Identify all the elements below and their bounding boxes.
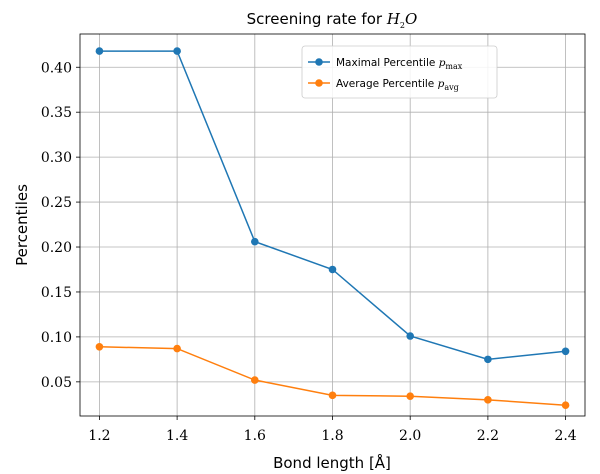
data-point-max (328, 265, 337, 274)
y-tick-label: 0.30 (41, 150, 72, 166)
data-point-avg (95, 342, 104, 351)
y-axis-label: Percentiles (13, 184, 31, 266)
data-point-max (173, 47, 181, 55)
x-tick-label: 1.6 (244, 428, 266, 444)
y-axis: 0.05 0.10 0.15 0.20 0.25 0.30 0.35 0.40 (41, 60, 80, 391)
data-point-max (95, 47, 104, 55)
legend-marker-avg (315, 79, 323, 87)
legend-label-max: Maximal Percentile pmax (336, 57, 463, 71)
data-point-avg (484, 396, 492, 404)
legend-marker-max (315, 58, 323, 66)
x-tick-label: 1.2 (88, 428, 110, 444)
y-tick-label: 0.15 (41, 285, 72, 301)
y-tick-label: 0.40 (41, 60, 72, 76)
y-tick-label: 0.35 (41, 105, 72, 121)
y-tick-label: 0.05 (41, 375, 72, 391)
y-tick-label: 0.10 (41, 330, 72, 346)
x-axis-label: Bond length [Å] (273, 453, 391, 472)
x-tick-label: 2.4 (554, 428, 576, 444)
data-point-max (406, 332, 414, 340)
x-axis: 1.2 1.4 1.6 1.8 2.0 2.2 2.4 (88, 416, 577, 444)
x-tick-label: 1.8 (321, 428, 343, 444)
data-point-max (561, 347, 570, 356)
data-point-max (484, 355, 492, 364)
y-tick-label: 0.25 (41, 195, 72, 211)
data-point-avg (406, 392, 414, 401)
x-tick-label: 1.4 (166, 428, 188, 444)
legend-label-avg: Average Percentile pavg (336, 78, 459, 92)
x-tick-label: 2.0 (399, 428, 421, 444)
series-group (95, 47, 570, 410)
y-tick-label: 0.20 (41, 240, 72, 256)
data-point-avg (328, 391, 337, 400)
data-point-avg (173, 344, 181, 353)
data-point-avg (561, 401, 570, 410)
data-point-avg (251, 376, 259, 384)
legend: Maximal Percentile pmax Average Percenti… (301, 45, 498, 99)
x-tick-label: 2.2 (477, 428, 499, 444)
data-point-max (251, 237, 259, 246)
legend-box (301, 45, 498, 99)
chart-title: Screening rate for H2O (247, 10, 418, 30)
